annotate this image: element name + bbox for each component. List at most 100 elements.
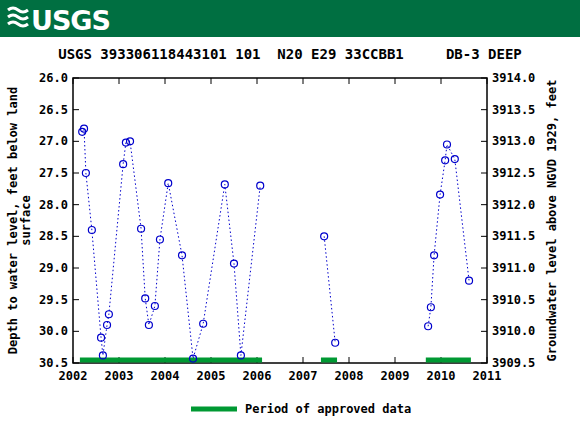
y2-tick bbox=[481, 363, 487, 364]
x-tick-top bbox=[165, 78, 166, 84]
plot-frame bbox=[73, 78, 487, 363]
data-point bbox=[257, 182, 264, 189]
approved-period bbox=[321, 358, 337, 363]
y2-tick-label: 3910.0 bbox=[492, 324, 535, 338]
data-point bbox=[145, 322, 152, 329]
y-tick bbox=[73, 173, 79, 174]
y-tick-label: 28.5 bbox=[39, 229, 68, 243]
y-tick-label: 26.0 bbox=[39, 71, 68, 85]
data-point bbox=[427, 304, 434, 311]
y2-tick-label: 3913.0 bbox=[492, 134, 535, 148]
logo-wave bbox=[8, 8, 28, 12]
x-tick-label: 2004 bbox=[151, 369, 180, 383]
x-tick bbox=[395, 357, 396, 363]
y2-tick-label: 3912.5 bbox=[492, 166, 535, 180]
y2-tick-label: 3911.5 bbox=[492, 229, 535, 243]
x-tick bbox=[303, 357, 304, 363]
x-tick-top bbox=[349, 78, 350, 84]
y-tick-label: 27.0 bbox=[39, 134, 68, 148]
y2-tick bbox=[481, 109, 487, 110]
data-point bbox=[88, 227, 95, 234]
y-axis-label: Depth to water level, feet below landsur… bbox=[6, 87, 33, 354]
data-point bbox=[221, 181, 228, 188]
x-tick bbox=[349, 357, 350, 363]
data-point bbox=[104, 322, 111, 329]
y-tick-label: 30.0 bbox=[39, 324, 68, 338]
data-point bbox=[127, 138, 134, 145]
y2-tick-label: 3913.5 bbox=[492, 103, 535, 117]
x-tick-label: 2007 bbox=[289, 369, 318, 383]
approved-period bbox=[426, 358, 471, 363]
y2-tick bbox=[481, 236, 487, 237]
data-point bbox=[431, 252, 438, 259]
data-point bbox=[443, 141, 450, 148]
data-point bbox=[179, 252, 186, 259]
y-tick bbox=[73, 109, 79, 110]
y-tick-label: 30.5 bbox=[39, 356, 68, 370]
data-point bbox=[332, 339, 339, 346]
y-axis-label-line: Depth to water level, feet below land bbox=[6, 87, 20, 354]
logo: USGS bbox=[8, 5, 110, 36]
data-point bbox=[466, 277, 473, 284]
x-tick-top bbox=[395, 78, 396, 84]
data-point bbox=[437, 191, 444, 198]
y2-tick-label: 3912.0 bbox=[492, 198, 535, 212]
approved-period bbox=[80, 358, 262, 363]
x-tick-top bbox=[487, 78, 488, 84]
data-point bbox=[442, 157, 449, 164]
x-tick-top bbox=[211, 78, 212, 84]
x-tick-label: 2011 bbox=[473, 369, 502, 383]
data-point bbox=[165, 180, 172, 187]
data-point bbox=[237, 352, 244, 359]
y-tick bbox=[73, 363, 79, 364]
legend-label: Period of approved data bbox=[245, 402, 411, 416]
x-tick bbox=[487, 357, 488, 363]
y-tick bbox=[73, 236, 79, 237]
title: USGS 393306118443101 101 N20 E29 33CCBB1… bbox=[58, 46, 522, 62]
x-tick-label: 2005 bbox=[197, 369, 226, 383]
data-point bbox=[81, 125, 88, 132]
y-tick bbox=[73, 299, 79, 300]
x-tick-label: 2003 bbox=[105, 369, 134, 383]
x-tick-label: 2009 bbox=[381, 369, 410, 383]
data-point bbox=[99, 352, 106, 359]
x-tick-top bbox=[257, 78, 258, 84]
data-point bbox=[321, 233, 328, 240]
y2-tick-label: 3910.5 bbox=[492, 293, 535, 307]
y2-tick bbox=[481, 141, 487, 142]
y-tick-label: 27.5 bbox=[39, 166, 68, 180]
y-tick bbox=[73, 268, 79, 269]
y-tick bbox=[73, 141, 79, 142]
y-tick-label: 29.0 bbox=[39, 261, 68, 275]
data-point bbox=[98, 334, 105, 341]
data-point bbox=[451, 156, 458, 163]
data-point bbox=[82, 170, 89, 177]
x-tick-label: 2008 bbox=[335, 369, 364, 383]
x-tick-label: 2002 bbox=[59, 369, 88, 383]
y-tick-label: 29.5 bbox=[39, 293, 68, 307]
logo-wave bbox=[8, 22, 28, 26]
y2-tick bbox=[481, 78, 487, 79]
y2-tick bbox=[481, 299, 487, 300]
data-point bbox=[425, 323, 432, 330]
x-tick-label: 2006 bbox=[243, 369, 272, 383]
data-point bbox=[190, 355, 197, 362]
data-point bbox=[231, 260, 238, 267]
y-tick-label: 26.5 bbox=[39, 103, 68, 117]
data-point bbox=[151, 303, 158, 310]
data-point bbox=[156, 236, 163, 243]
logo-wave bbox=[8, 15, 28, 19]
data-point bbox=[138, 225, 145, 232]
data-point bbox=[200, 320, 207, 327]
y2-tick bbox=[481, 173, 487, 174]
y2-tick-label: 3914.0 bbox=[492, 71, 535, 85]
x-tick-top bbox=[303, 78, 304, 84]
y2-tick-label: 3911.0 bbox=[492, 261, 535, 275]
logo-text: USGS bbox=[31, 5, 110, 36]
y-axis-label-line: surface bbox=[19, 195, 33, 246]
chart: USGS USGS 393306118443101 101 N20 E29 33C… bbox=[0, 0, 580, 430]
x-tick-label: 2010 bbox=[427, 369, 456, 383]
x-tick-top bbox=[441, 78, 442, 84]
header-band bbox=[0, 0, 580, 37]
y2-tick bbox=[481, 268, 487, 269]
